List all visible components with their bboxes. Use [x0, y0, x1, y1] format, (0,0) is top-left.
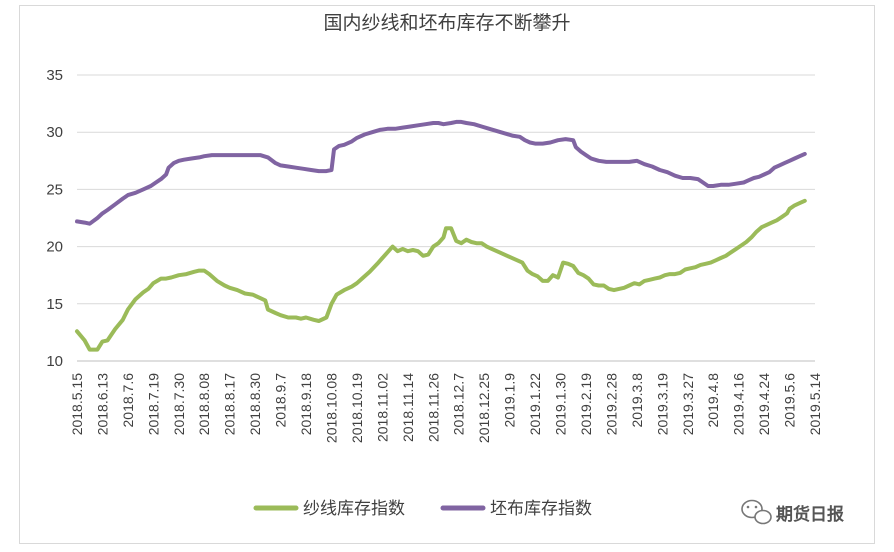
x-tick-label: 2019.1.9: [502, 373, 518, 428]
chart-border: [19, 5, 875, 544]
wechat-icon: [741, 499, 772, 525]
series-lines: [75, 119, 807, 352]
y-tick-label: 35: [46, 67, 63, 84]
x-tick-label: 2018.7.19: [145, 373, 161, 435]
watermark-text: 期货日报: [776, 504, 844, 525]
legend-label-yarn: 纱线库存指数: [303, 499, 405, 519]
x-axis: 2018.5.15 2018.6.13 2018.7.6 2018.7.19 2018.…: [69, 373, 823, 443]
y-axis: 10 15 20 25 30 35: [46, 67, 63, 370]
x-tick-label: 2018.9.7: [273, 373, 289, 428]
x-tick-label: 2019.4.24: [756, 373, 772, 435]
gridlines: [77, 74, 815, 362]
x-tick-label: 2018.7.30: [171, 373, 187, 435]
x-tick-label: 2019.3.19: [654, 373, 670, 435]
watermark: 期货日报: [741, 499, 844, 525]
x-tick-label: 2018.11.02: [374, 373, 390, 442]
y-tick-label: 30: [46, 124, 63, 141]
x-tick-label: 2018.7.6: [120, 373, 136, 428]
x-tick-label: 2019.4.16: [731, 373, 747, 435]
x-tick-label: 2018.9.18: [298, 373, 314, 435]
x-tick-label: 2019.2.28: [603, 373, 619, 435]
x-tick-label: 2018.8.08: [196, 373, 212, 435]
legend: 纱线库存指数 坯布库存指数: [253, 499, 592, 519]
series-line-yarn-inventory: [75, 198, 807, 352]
y-tick-label: 25: [46, 181, 63, 198]
x-tick-label: 2019.2.19: [578, 373, 594, 435]
y-tick-label: 10: [46, 353, 63, 370]
legend-label-greige: 坯布库存指数: [490, 499, 592, 519]
x-tick-label: 2018.8.30: [247, 373, 263, 435]
x-tick-label: 2018.10.08: [323, 373, 339, 443]
x-tick-label: 2018.6.13: [94, 373, 110, 435]
y-tick-label: 15: [46, 296, 63, 313]
x-tick-label: 2019.1.30: [553, 373, 569, 435]
chart-title: 国内纱线和坯布库存不断攀升: [323, 12, 570, 34]
series-line-greige-inventory: [75, 119, 807, 226]
x-tick-label: 2018.12.25: [476, 373, 492, 443]
x-tick-label: 2018.12.7: [451, 373, 467, 435]
y-tick-label: 20: [46, 239, 63, 256]
x-tick-label: 2018.11.26: [425, 373, 441, 442]
x-tick-label: 2019.5.14: [807, 373, 823, 435]
x-tick-label: 2018.11.14: [400, 373, 416, 442]
x-tick-label: 2019.3.8: [629, 373, 645, 428]
x-tick-label: 2018.8.17: [222, 373, 238, 435]
x-tick-label: 2019.5.6: [782, 373, 798, 428]
x-tick-label: 2018.5.15: [69, 373, 85, 435]
x-tick-label: 2019.4.8: [705, 373, 721, 428]
x-tick-label: 2019.1.22: [527, 373, 543, 435]
x-tick-label: 2018.10.19: [349, 373, 365, 443]
x-tick-label: 2019.3.27: [680, 373, 696, 435]
